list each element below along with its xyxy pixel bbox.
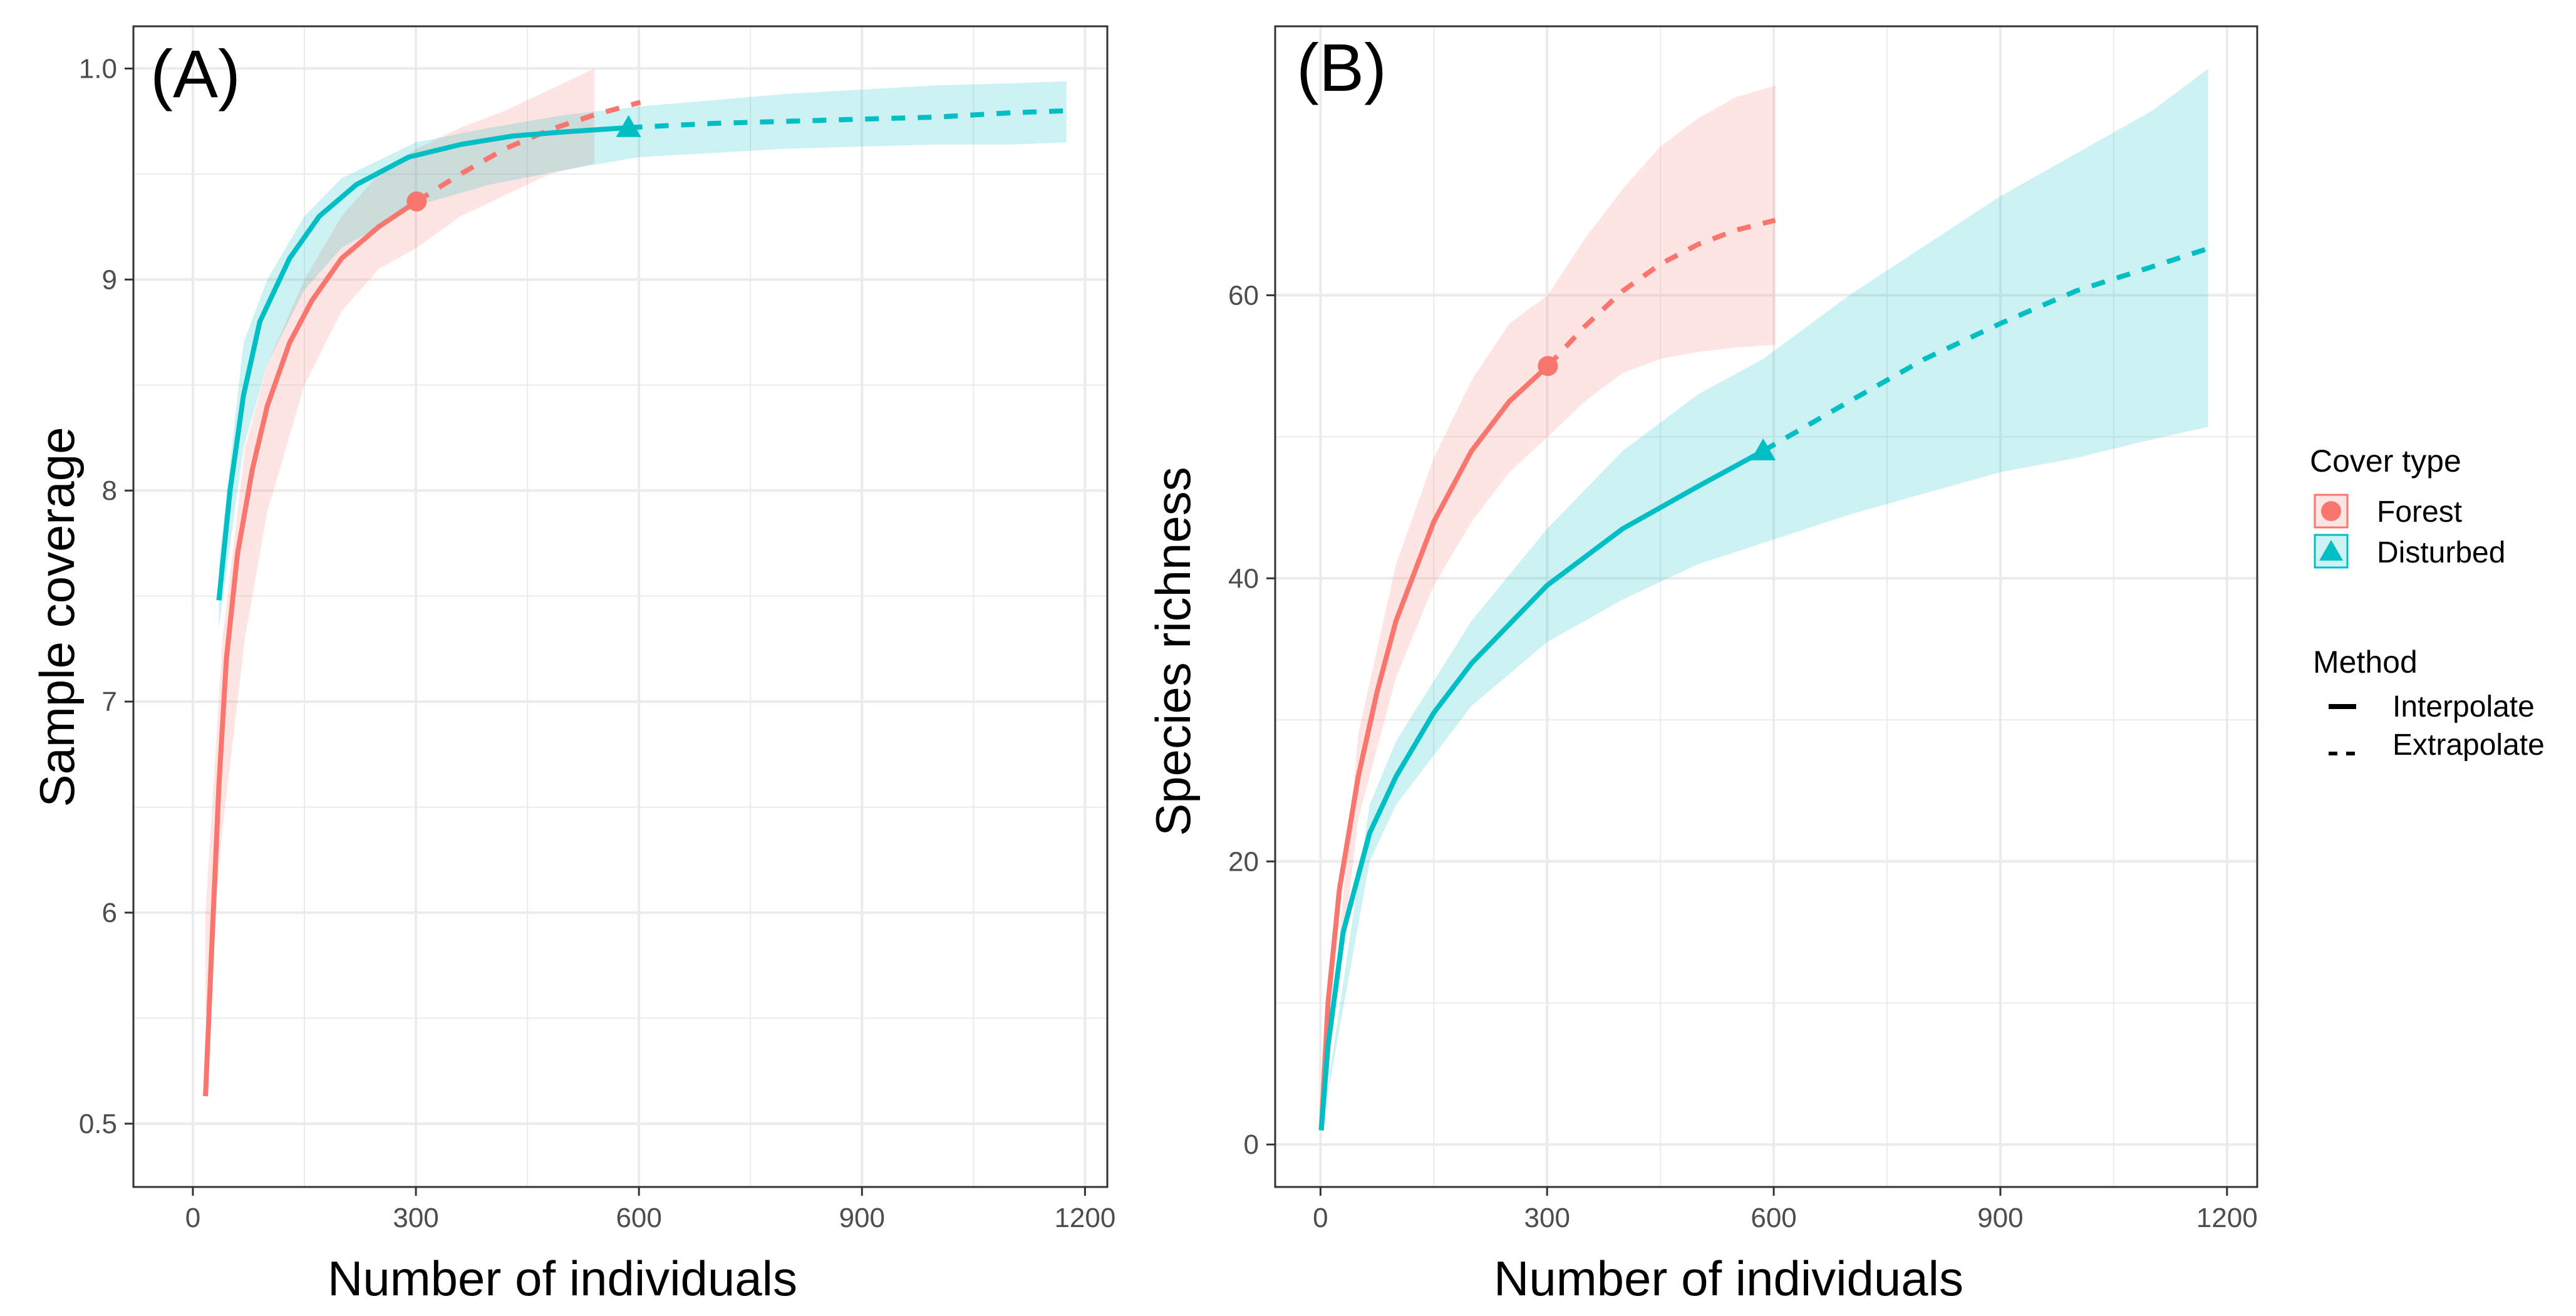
x-tick-label: 900: [1977, 1203, 2023, 1233]
disturbed-confidence-band: [1321, 68, 2208, 1131]
panel-a-ticks: 0 300 600 900 1200 0.5 6 7 8 9 1.0: [79, 53, 1116, 1233]
forest-extrapolate-line: [1546, 217, 1776, 368]
x-tick-label: 900: [839, 1203, 885, 1233]
panel-a-markers: [406, 115, 641, 212]
y-tick-label: 60: [1228, 280, 1259, 311]
panel-a-lines: [203, 100, 1067, 1097]
disturbed-reference-point: [1751, 438, 1776, 460]
y-tick-label: 8: [102, 475, 117, 506]
x-tick-label: 1200: [2196, 1203, 2258, 1233]
panel-a-y-axis-title: Sample coverage: [29, 427, 85, 807]
x-tick-label: 600: [1751, 1203, 1796, 1233]
legend-item-interpolate: Interpolate: [2329, 690, 2535, 723]
panel-b-lines: [1318, 217, 2209, 1131]
x-tick-label: 300: [1524, 1203, 1570, 1233]
disturbed-confidence-band: [219, 81, 1067, 628]
panel-b-bands: [1321, 68, 2208, 1131]
panel-a-background: [133, 26, 1107, 1187]
y-tick-label: 0.5: [79, 1109, 117, 1139]
panel-b: 0 300 600 900 1200 0 20 40 60 (B) Number of indi…: [1146, 25, 2258, 1306]
legend: Cover type Forest Disturbed Method Inter…: [2310, 443, 2545, 762]
y-tick-label: 7: [102, 686, 117, 717]
forest-confidence-band: [1321, 85, 1776, 1131]
forest-confidence-band: [205, 68, 595, 1018]
disturbed-interpolate-line: [1318, 448, 1765, 1131]
panel-b-background: [1275, 26, 2257, 1187]
legend-forest-label: Forest: [2377, 495, 2462, 529]
x-tick-label: 1200: [1054, 1203, 1115, 1233]
disturbed-interpolate-line: [216, 125, 629, 601]
x-tick-label: 600: [616, 1203, 661, 1233]
legend-cover-title: Cover type: [2310, 443, 2461, 479]
panel-a-label: (A): [150, 36, 241, 111]
panel-b-markers: [1538, 356, 1776, 460]
y-tick-label: 0: [1244, 1129, 1259, 1160]
x-tick-label: 0: [1313, 1203, 1328, 1233]
legend-extrapolate-label: Extrapolate: [2392, 728, 2545, 762]
panel-a: 0 300 600 900 1200 0.5 6 7 8 9 1.0 (A) Number of i…: [29, 25, 1116, 1306]
x-tick-label: 300: [393, 1203, 438, 1233]
y-tick-label: 20: [1228, 846, 1259, 877]
panel-a-grid: [133, 26, 1107, 1187]
forest-reference-point: [1538, 356, 1558, 376]
y-tick-label: 9: [102, 264, 117, 295]
panel-b-ticks: 0 300 600 900 1200 0 20 40 60: [1228, 280, 2258, 1233]
legend-method-title: Method: [2313, 645, 2418, 680]
legend-forest-circle-icon: [2321, 501, 2341, 521]
panel-a-x-axis-title: Number of individuals: [328, 1251, 797, 1306]
disturbed-extrapolate-line: [1762, 246, 2209, 453]
disturbed-reference-point: [616, 115, 641, 137]
disturbed-extrapolate-line: [628, 108, 1067, 130]
legend-item-extrapolate: Extrapolate: [2329, 728, 2545, 762]
forest-interpolate-line: [1318, 364, 1550, 1131]
y-tick-label: 1.0: [79, 53, 117, 84]
panel-b-border: [1274, 25, 2258, 1188]
legend-forest-key: [2314, 494, 2349, 529]
panel-b-grid: [1275, 26, 2257, 1187]
panel-b-label: (B): [1296, 29, 1387, 105]
panel-b-y-axis-title: Species richness: [1146, 467, 1201, 836]
panel-a-bands: [205, 68, 1067, 1018]
legend-item-disturbed: Disturbed: [2314, 534, 2505, 569]
panel-a-border: [132, 25, 1109, 1188]
forest-interpolate-line: [203, 199, 418, 1097]
y-tick-label: 40: [1228, 563, 1259, 594]
legend-interpolate-label: Interpolate: [2392, 690, 2535, 723]
y-tick-label: 6: [102, 898, 117, 928]
x-tick-label: 0: [185, 1203, 200, 1233]
legend-disturbed-label: Disturbed: [2377, 536, 2505, 569]
legend-disturbed-triangle-icon: [2319, 540, 2343, 561]
legend-item-forest: Forest: [2314, 494, 2462, 529]
panel-b-x-axis-title: Number of individuals: [1494, 1251, 1963, 1306]
forest-reference-point: [406, 191, 427, 212]
